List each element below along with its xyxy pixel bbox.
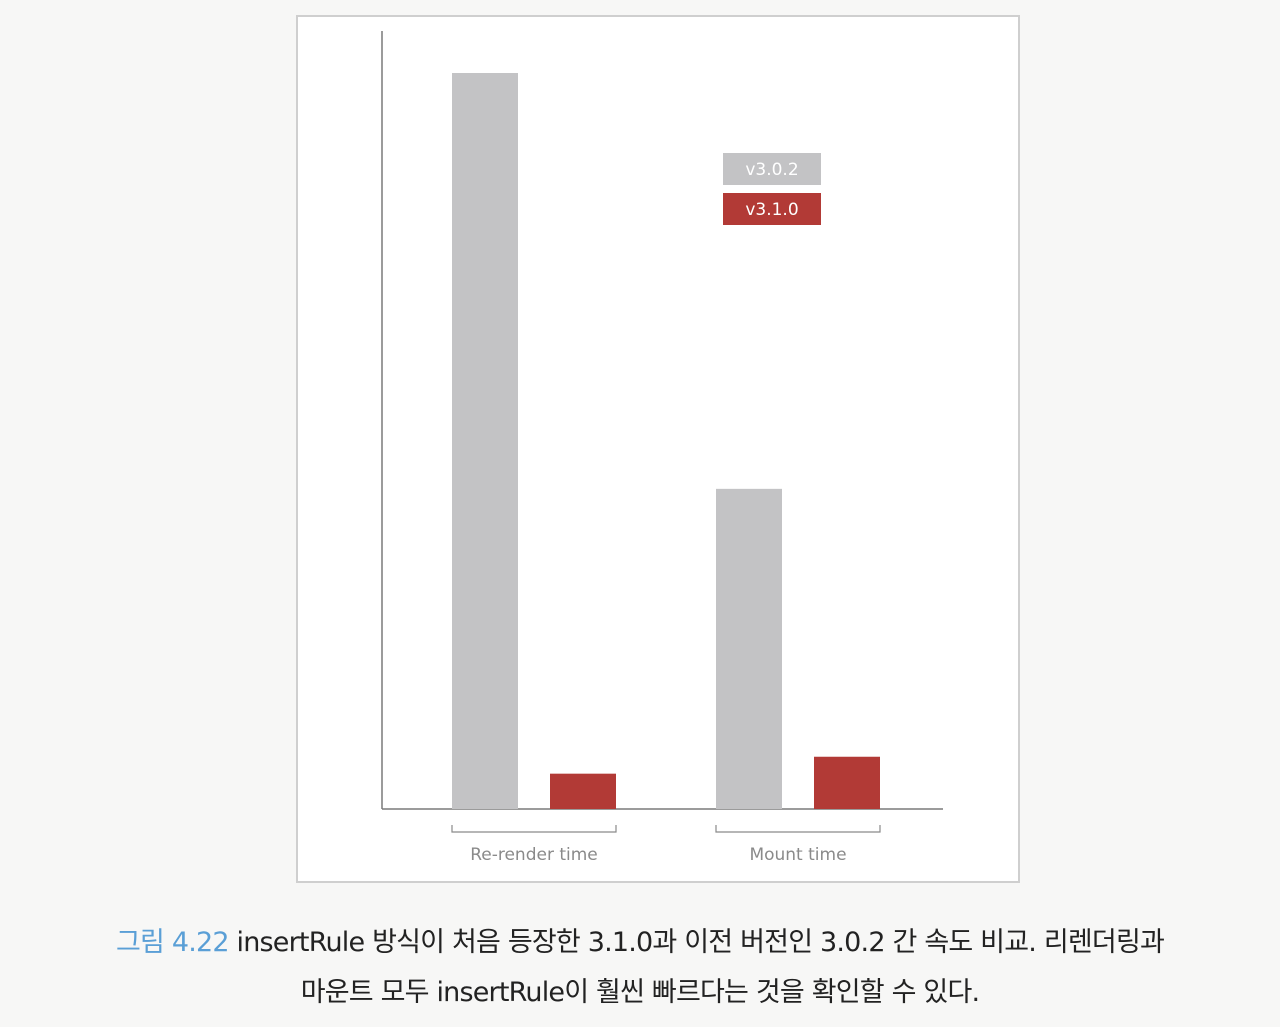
caption-line-2: 마운트 모두 insertRule이 훨씬 빠르다는 것을 확인할 수 있다. [300, 977, 980, 1008]
bar-v3-0-2-mount [716, 488, 782, 809]
figure-caption: 그림 4.22 insertRule 방식이 처음 등장한 3.1.0과 이전 … [0, 918, 1280, 1018]
category-bracket [715, 825, 881, 833]
legend-swatch [723, 153, 821, 185]
legend-label: v3.1.0 [745, 200, 798, 220]
category-bracket [451, 825, 617, 833]
x-tick-label: Mount time [749, 845, 846, 865]
bar-v3-0-2-re-render [452, 73, 518, 809]
figure-number: 그림 4.22 [115, 927, 230, 958]
bar-chart: Re-render time Mount time v3.0.2 v3.1.0 [381, 31, 943, 865]
caption-line-1: 그림 4.22 insertRule 방식이 처음 등장한 3.1.0과 이전 … [0, 918, 1280, 968]
legend-swatch [723, 193, 821, 225]
chart-figure: Re-render time Mount time v3.0.2 v3.1.0 [296, 15, 1020, 883]
x-tick-label: Re-render time [470, 845, 598, 865]
legend-label: v3.0.2 [745, 160, 798, 180]
bar-v3-1-0-re-render [550, 773, 616, 809]
caption-text-1: insertRule 방식이 처음 등장한 3.1.0과 이전 버전인 3.0.… [236, 927, 1165, 958]
bar-v3-1-0-mount [814, 756, 880, 809]
